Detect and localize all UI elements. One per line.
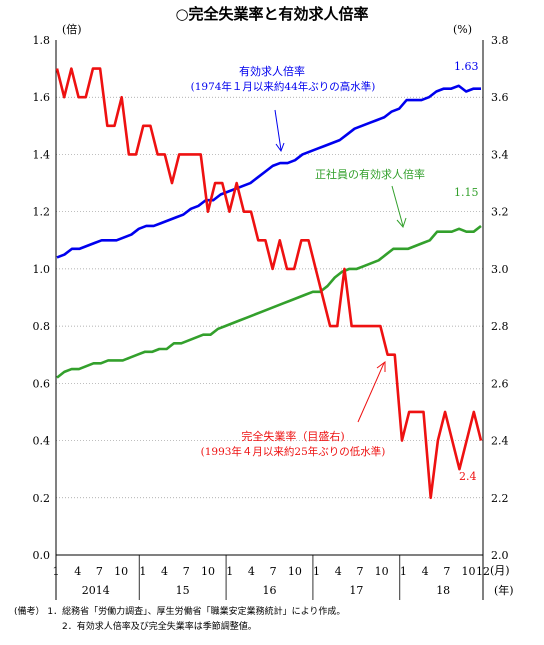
- left-tick-labels: 0.0 0.2 0.4 0.6 0.8 1.0 1.2 1.4 1.6 1.8: [33, 34, 51, 562]
- x-month-tick-label: 7: [443, 565, 450, 578]
- series-lines: [55, 67, 483, 500]
- left-tick-label: 0.8: [33, 320, 51, 333]
- x-month-tick-label: 7: [356, 565, 363, 578]
- x-month-tick-label: 4: [248, 565, 255, 578]
- x-year-label: 2014: [82, 584, 110, 597]
- series-line-jobs-ratio: [56, 84, 481, 259]
- right-tick-label: 2.4: [491, 435, 509, 448]
- x-month-tick-label: 10: [462, 565, 476, 578]
- gridlines: [56, 96, 483, 499]
- right-tick-label: 3.2: [491, 206, 509, 219]
- left-tick-label: 0.6: [33, 377, 51, 390]
- x-year-label: 15: [176, 584, 190, 597]
- right-tick-label: 3.0: [491, 263, 509, 276]
- right-tick-label: 2.2: [491, 492, 509, 505]
- blue-end-value: 1.63: [454, 60, 479, 73]
- x-month-tick-label: 10: [201, 565, 215, 578]
- blue-arrow: [274, 109, 282, 151]
- x-month-tick-label: 1: [313, 565, 320, 578]
- left-tick-label: 0.0: [33, 549, 51, 562]
- x-year-unit: (年): [494, 583, 514, 597]
- note-2: 2．有効求人倍率及び完全失業率は季節調整値。: [62, 622, 257, 632]
- right-tick-label: 3.8: [491, 34, 509, 47]
- red-series-label: 完全失業率（目盛右): [241, 429, 344, 443]
- green-arrow: [391, 185, 404, 227]
- x-month-tick-label: 1: [226, 565, 233, 578]
- notes: (備考） 1．総務省「労働力調査」、厚生労働省「職業安定業務統計」により作成。 …: [14, 605, 345, 635]
- right-tick-label: 2.6: [491, 377, 509, 390]
- red-series-note: (1993年４月以来約25年ぶりの低水準): [201, 445, 386, 458]
- left-tick-label: 1.0: [33, 263, 51, 276]
- green-end-value: 1.15: [454, 186, 479, 199]
- x-month-tick-label: 10: [375, 565, 389, 578]
- right-tick-label: 2.0: [491, 549, 509, 562]
- chart-title: ○完全失業率と有効求人倍率: [175, 5, 368, 23]
- x-month-tick-label: 7: [270, 565, 277, 578]
- blue-arrowhead: [275, 142, 285, 153]
- left-tick-label: 1.8: [33, 34, 51, 47]
- green-series-label: 正社員の有効求人倍率: [315, 167, 425, 181]
- note-1: (備考） 1．総務省「労働力調査」、厚生労働省「職業安定業務統計」により作成。: [14, 607, 346, 617]
- right-tick-label: 3.6: [491, 91, 509, 104]
- x-month-unit: (月): [490, 564, 510, 577]
- red-arrowhead: [376, 361, 386, 372]
- green-arrowhead: [396, 217, 407, 228]
- series-line-unemployment: [55, 67, 483, 500]
- x-month-tick-label: 10: [288, 565, 302, 578]
- red-arrow: [357, 362, 385, 423]
- right-axis-unit: (%): [453, 23, 472, 36]
- x-year-label: 18: [436, 584, 450, 597]
- series-line-regular-jobs-ratio: [56, 224, 482, 379]
- x-month-tick-label: 4: [335, 565, 342, 578]
- x-month-tick-label: 1: [139, 565, 146, 578]
- left-tick-label: 1.4: [33, 148, 51, 161]
- axes: [55, 40, 484, 600]
- left-tick-label: 1.2: [33, 206, 51, 219]
- x-month-tick-label: 1: [400, 565, 407, 578]
- x-month-tick-label: 7: [183, 565, 190, 578]
- blue-series-label: 有効求人倍率: [239, 64, 305, 78]
- x-month-tick-label: 12: [476, 565, 490, 578]
- left-tick-label: 0.4: [33, 435, 51, 448]
- right-tick-label: 3.4: [491, 148, 509, 161]
- left-tick-label: 0.2: [33, 492, 51, 505]
- x-month-tick-label: 4: [74, 565, 81, 578]
- x-year-label: 16: [263, 584, 277, 597]
- x-year-label: 17: [349, 584, 363, 597]
- left-tick-label: 1.6: [33, 91, 51, 104]
- x-month-tick-label: 4: [422, 565, 429, 578]
- blue-series-note: (1974年１月以来約44年ぶりの高水準): [191, 80, 376, 93]
- x-month-tick-label: 1: [53, 565, 60, 578]
- x-month-tick-label: 10: [114, 565, 128, 578]
- x-month-tick-label: 4: [161, 565, 168, 578]
- x-month-tick-label: 7: [96, 565, 103, 578]
- left-axis-unit: (倍): [62, 22, 82, 36]
- red-end-value: 2.4: [459, 470, 477, 483]
- right-tick-labels: 2.0 2.2 2.4 2.6 2.8 3.0 3.2 3.4 3.6 3.8: [491, 34, 509, 562]
- right-tick-label: 2.8: [491, 320, 509, 333]
